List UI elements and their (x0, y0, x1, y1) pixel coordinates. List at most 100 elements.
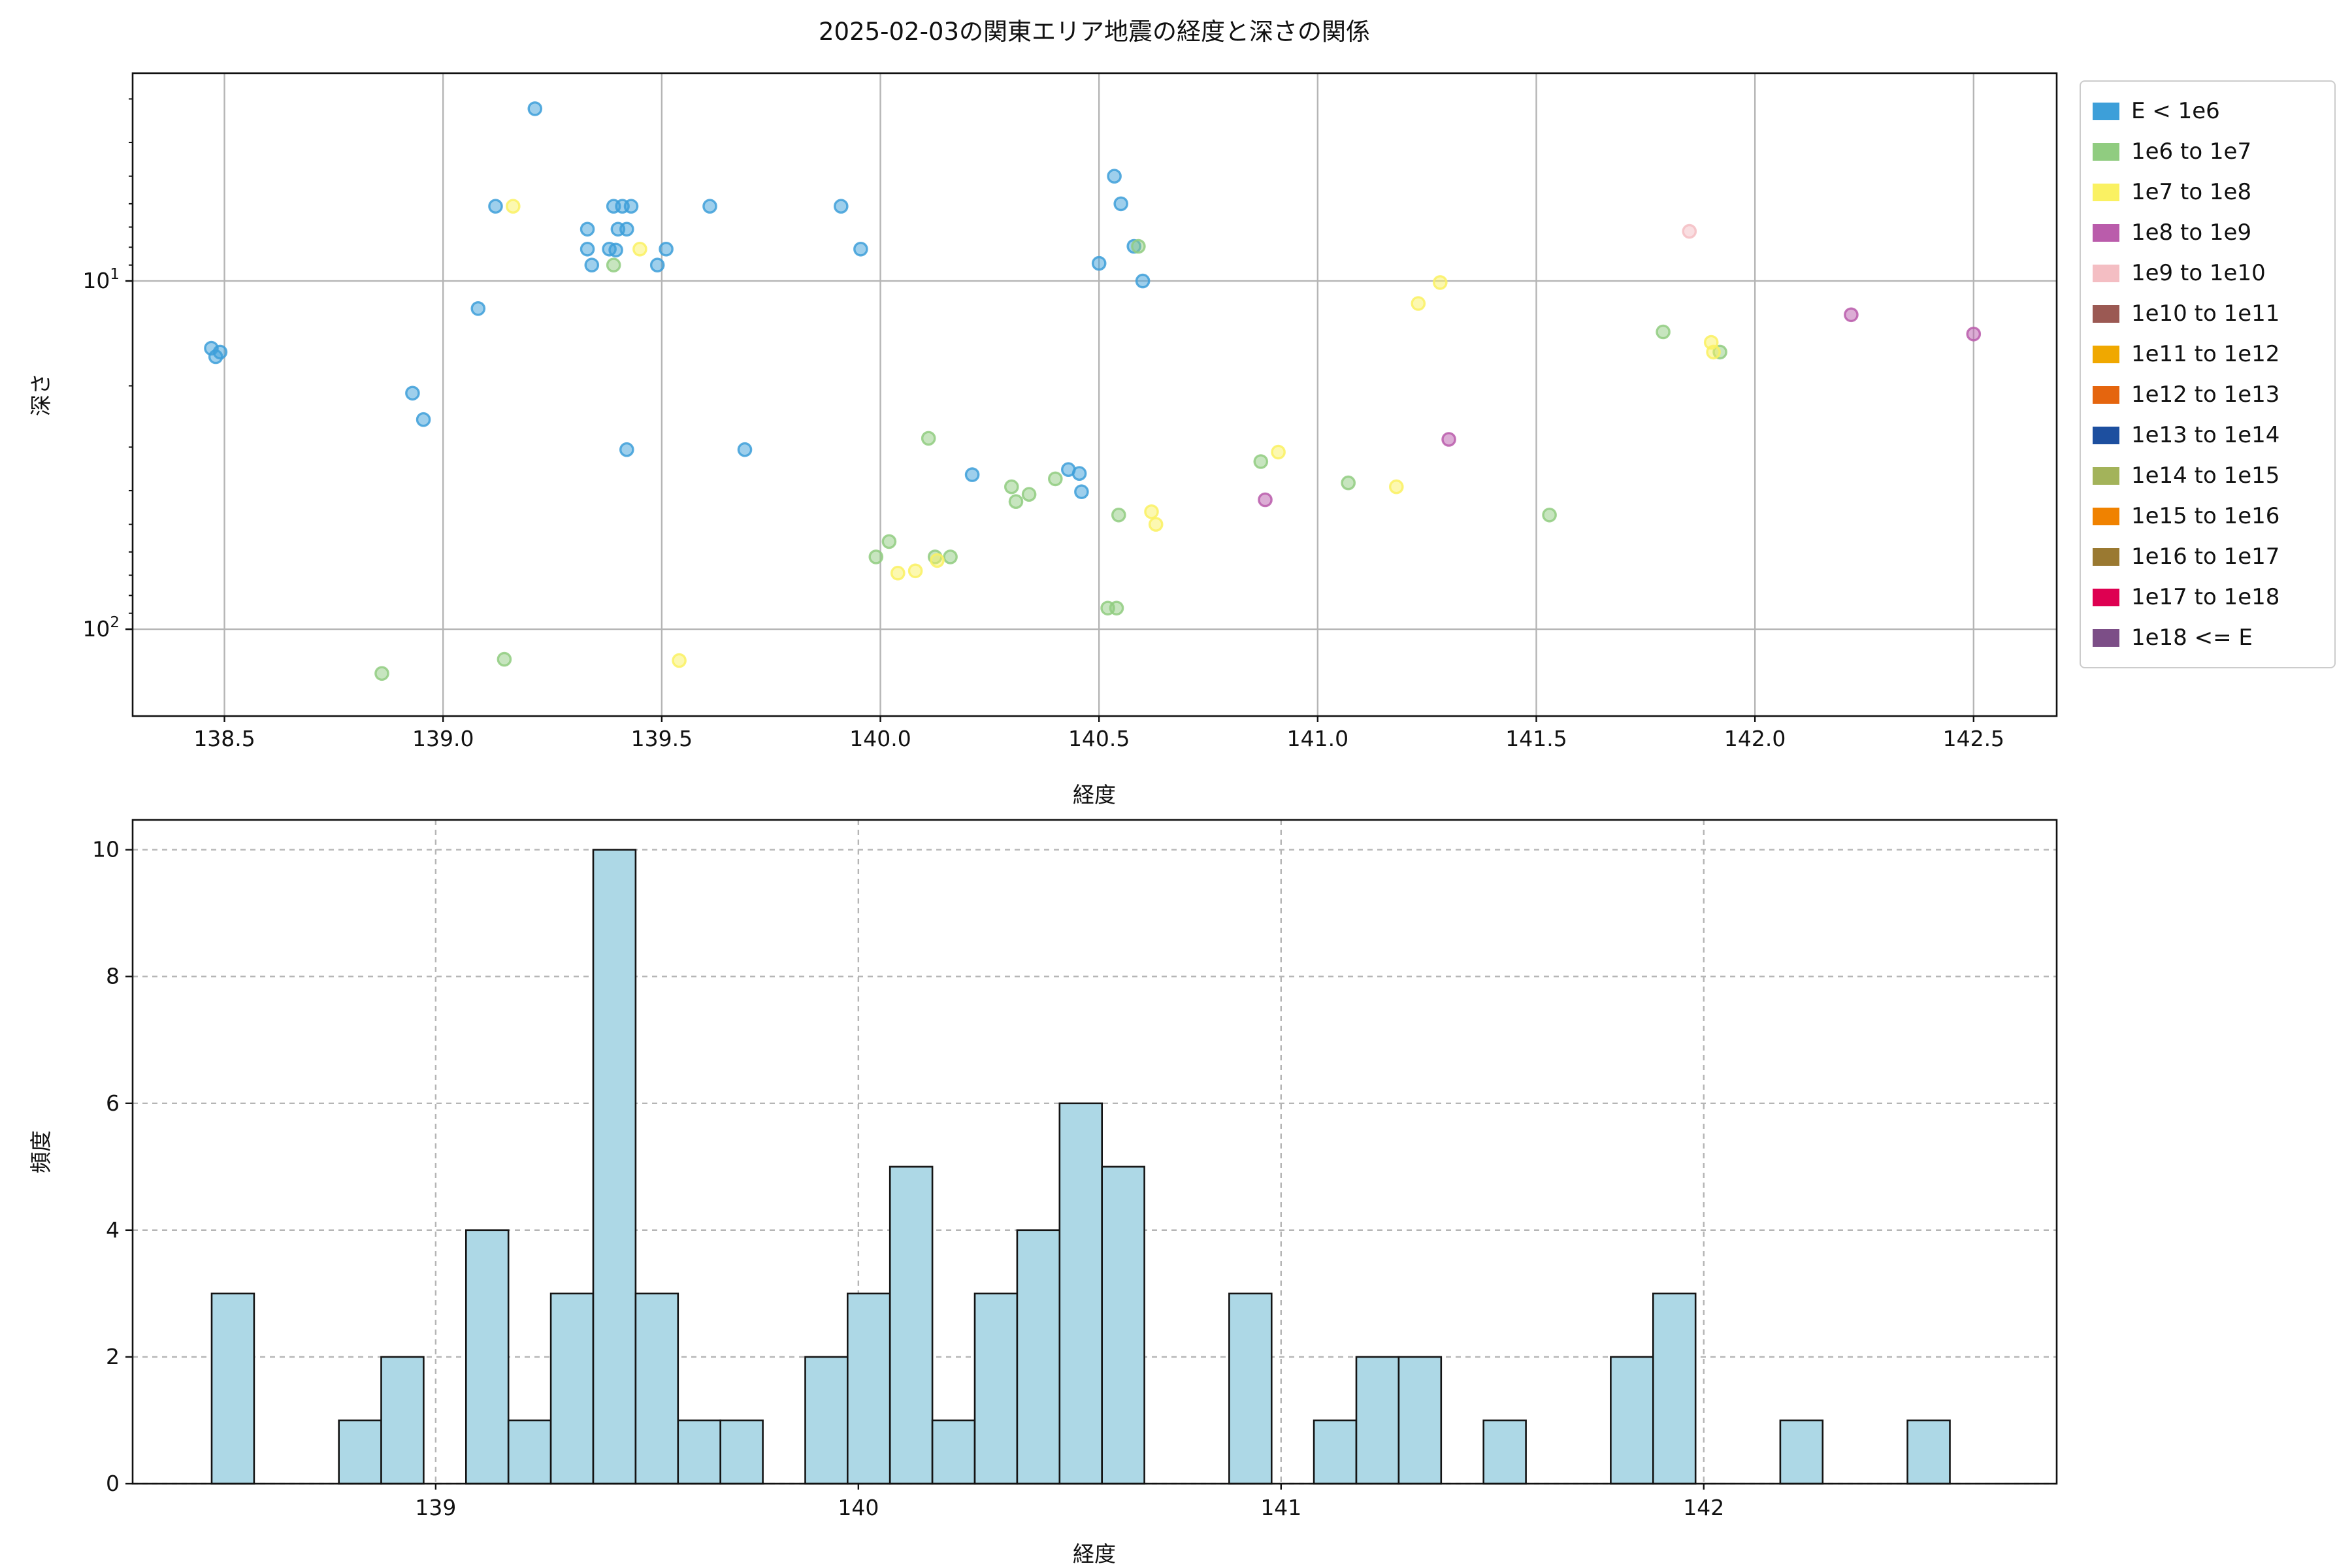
scatter-point (1388, 479, 1404, 495)
legend-label: 1e15 to 1e16 (2131, 503, 2280, 529)
histogram-bar (210, 1292, 255, 1485)
scatter-point (1074, 484, 1089, 500)
histogram-ytick-label: 2 (106, 1344, 120, 1369)
scatter-point (608, 242, 623, 258)
scatter-point (374, 666, 389, 681)
scatter-point (1131, 238, 1146, 254)
scatter-point (1966, 326, 1982, 342)
legend-swatch-icon (2093, 466, 2119, 485)
histogram-ytick-label: 10 (92, 837, 120, 862)
scatter-point (1441, 432, 1456, 447)
scatter-xtick-label: 139.0 (412, 726, 474, 751)
legend-swatch-icon (2093, 264, 2119, 282)
scatter-point (1682, 223, 1697, 239)
scatter-point (1111, 508, 1126, 523)
histogram-bar (1313, 1419, 1358, 1485)
histogram-bar (592, 849, 637, 1485)
scatter-point (868, 549, 884, 564)
scatter-point (1135, 273, 1151, 289)
legend-item: 1e12 to 1e13 (2093, 374, 2323, 415)
scatter-point (921, 431, 936, 446)
scatter-point (907, 563, 923, 579)
histogram-bar (804, 1356, 849, 1485)
legend-swatch-icon (2093, 588, 2119, 606)
histogram-bar (1779, 1419, 1824, 1485)
scatter-point (1258, 492, 1273, 508)
legend-label: 1e10 to 1e11 (2131, 301, 2280, 327)
scatter-point (881, 534, 897, 549)
scatter-point (632, 241, 647, 257)
legend-label: 1e7 to 1e8 (2131, 179, 2252, 205)
legend-item: 1e7 to 1e8 (2093, 172, 2323, 212)
scatter-point (1071, 466, 1087, 482)
scatter-point (623, 199, 639, 214)
legend-label: 1e9 to 1e10 (2131, 260, 2266, 286)
legend-item: 1e10 to 1e11 (2093, 293, 2323, 334)
scatter-point (853, 241, 868, 257)
scatter-point (1271, 444, 1286, 460)
scatter-xtick-label: 140.5 (1068, 726, 1130, 751)
scatter-point (1253, 454, 1269, 469)
legend-label: 1e18 <= E (2131, 625, 2253, 651)
legend-label: 1e17 to 1e18 (2131, 584, 2280, 610)
scatter-point (834, 199, 849, 214)
histogram-bar (1016, 1229, 1061, 1485)
histogram-bar (549, 1292, 595, 1485)
histogram-xtick-label: 141 (1260, 1495, 1301, 1520)
scatter-xtick-label: 139.5 (631, 726, 693, 751)
scatter-series (1258, 307, 1982, 508)
scatter-point (702, 199, 717, 214)
scatter-point (497, 651, 512, 667)
histogram-bar (1058, 1102, 1103, 1485)
histogram-bar (1228, 1292, 1273, 1485)
legend-item: 1e9 to 1e10 (2093, 253, 2323, 293)
histogram-xlabel: 経度 (1073, 1541, 1116, 1567)
scatter-point (943, 549, 958, 564)
histogram-bar (1355, 1356, 1400, 1485)
legend-swatch-icon (2093, 629, 2119, 647)
scatter-point (672, 653, 687, 668)
legend-item: 1e8 to 1e9 (2093, 212, 2323, 253)
scatter-xlabel: 経度 (1073, 782, 1116, 808)
histogram-bar (1652, 1292, 1697, 1485)
scatter-point (416, 412, 431, 427)
histogram-frame (131, 819, 2058, 1485)
legend-label: 1e14 to 1e15 (2131, 463, 2280, 489)
legend-swatch-icon (2093, 223, 2119, 242)
scatter-series (374, 238, 1727, 681)
scatter-ytick-label: 102 (82, 614, 120, 642)
legend-swatch-icon (2093, 507, 2119, 525)
histogram-bar (507, 1419, 552, 1485)
scatter-point (1113, 196, 1128, 212)
legend-item: 1e15 to 1e16 (2093, 496, 2323, 536)
scatter-point (1844, 307, 1859, 323)
scatter-point (488, 199, 503, 214)
scatter-point (1008, 494, 1024, 510)
scatter-xtick-label: 141.5 (1505, 726, 1567, 751)
scatter-xtick-label: 140.0 (849, 726, 911, 751)
histogram-bar (1906, 1419, 1951, 1485)
legend-swatch-icon (2093, 102, 2119, 120)
scatter-xtick-label: 138.5 (193, 726, 255, 751)
legend-item: 1e6 to 1e7 (2093, 131, 2323, 172)
histogram-bar (1482, 1419, 1527, 1485)
scatter-point (606, 257, 621, 273)
scatter-point (580, 221, 595, 237)
scatter-point (405, 385, 420, 401)
legend-item: 1e11 to 1e12 (2093, 334, 2323, 374)
scatter-point (737, 442, 753, 457)
scatter-point (1107, 169, 1122, 184)
scatter-point (1048, 471, 1063, 487)
legend-swatch-icon (2093, 547, 2119, 566)
scatter-point (580, 241, 595, 257)
histogram-bar (889, 1166, 934, 1485)
histogram-bar (465, 1229, 510, 1485)
legend-label: 1e12 to 1e13 (2131, 382, 2280, 408)
legend-item: 1e16 to 1e17 (2093, 536, 2323, 577)
legend-item: 1e17 to 1e18 (2093, 577, 2323, 617)
scatter-ytick-label: 101 (82, 266, 120, 293)
scatter-point (964, 467, 980, 482)
histogram-bar (973, 1292, 1019, 1485)
histogram-xtick-label: 139 (415, 1495, 456, 1520)
